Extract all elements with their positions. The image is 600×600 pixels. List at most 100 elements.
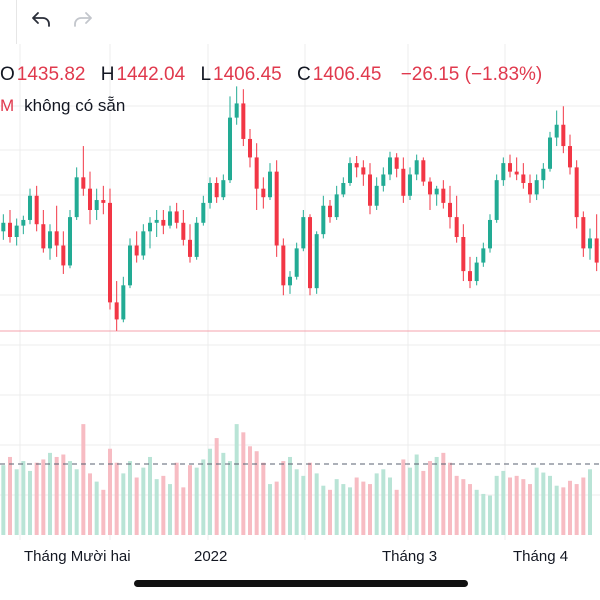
volume-bar xyxy=(381,469,386,535)
candle-body xyxy=(581,217,586,249)
volume-bar xyxy=(141,467,146,535)
candle-body xyxy=(434,188,439,195)
volume-bar xyxy=(288,456,292,535)
candle-body xyxy=(48,231,52,249)
volume-bar xyxy=(561,487,566,535)
volume-bar xyxy=(541,472,546,535)
candle-body xyxy=(1,222,6,232)
candle-body xyxy=(34,195,39,225)
candle-body xyxy=(81,177,86,189)
volume-bar xyxy=(148,456,152,535)
volume-bar xyxy=(134,477,139,535)
redo-button[interactable] xyxy=(69,6,97,34)
volume-bar xyxy=(1,465,6,535)
candle-body xyxy=(314,234,319,289)
volume-bar xyxy=(508,477,512,535)
volume-bar xyxy=(261,462,266,535)
candle-body xyxy=(414,160,419,175)
volume-bar xyxy=(554,485,559,535)
candle-body xyxy=(301,217,306,249)
x-axis-label-december: Tháng Mười hai xyxy=(24,548,131,565)
volume-bar xyxy=(394,489,399,535)
x-axis-label-2022: 2022 xyxy=(194,548,228,565)
volume-bar xyxy=(334,479,339,535)
candle-body xyxy=(41,224,46,249)
volume-bar xyxy=(454,475,459,535)
candle-body xyxy=(14,225,19,237)
candle-body xyxy=(454,217,459,237)
candle-body xyxy=(361,167,366,175)
candle-body xyxy=(268,171,272,198)
candlestick-chart[interactable] xyxy=(0,44,600,554)
candle-body xyxy=(508,163,512,172)
candle-body xyxy=(54,231,59,246)
undo-button[interactable] xyxy=(27,6,55,34)
candle-body xyxy=(334,194,339,218)
volume-bar xyxy=(588,469,592,535)
volume-bar xyxy=(408,467,412,535)
candle-body xyxy=(241,103,246,139)
volume-bar xyxy=(308,462,312,535)
candle-body xyxy=(281,245,286,286)
candle-body xyxy=(481,248,486,263)
volume-bar xyxy=(568,480,572,535)
candle-body xyxy=(494,180,499,220)
candle-body xyxy=(428,181,432,195)
candle-body xyxy=(541,168,546,181)
volume-bar xyxy=(488,495,492,535)
candle-body xyxy=(194,222,199,257)
candle-body xyxy=(108,202,112,303)
candle-body xyxy=(488,219,492,249)
open-label: O xyxy=(0,64,15,85)
candle-body xyxy=(461,237,466,272)
x-axis-label-april: Tháng 4 xyxy=(513,548,569,565)
candle-body xyxy=(348,163,352,183)
volume-bar xyxy=(328,489,332,535)
candle-body xyxy=(21,219,26,226)
candle-body xyxy=(588,238,592,249)
candle-body xyxy=(134,245,139,256)
volume-bar xyxy=(254,451,259,535)
period-letter: M xyxy=(0,96,15,115)
volume-bar xyxy=(194,467,199,535)
volume-bar xyxy=(214,438,219,535)
volume-bar xyxy=(74,469,79,535)
candle-body xyxy=(321,205,326,235)
volume-bar xyxy=(201,459,206,535)
candle-body xyxy=(28,195,32,220)
volume-bar xyxy=(68,461,72,535)
volume-bar xyxy=(61,454,66,535)
volume-bar xyxy=(114,462,119,535)
volume-bar xyxy=(354,477,359,535)
volume-bar xyxy=(228,461,232,535)
candle-body xyxy=(148,222,152,232)
candle-body xyxy=(221,180,226,198)
home-indicator[interactable] xyxy=(134,580,468,587)
candle-body xyxy=(94,200,99,210)
volume-bar xyxy=(388,477,392,535)
candle-body xyxy=(354,163,359,168)
volume-bar xyxy=(181,487,186,535)
volume-bar xyxy=(474,489,479,535)
candle-body xyxy=(214,183,219,198)
candle-body xyxy=(388,157,392,175)
candle-body xyxy=(561,124,566,147)
volume-bar xyxy=(581,477,586,535)
candle-body xyxy=(88,188,92,210)
volume-bar xyxy=(294,469,299,535)
candle-body xyxy=(554,124,559,138)
volume-bar xyxy=(414,454,419,535)
candle-body xyxy=(61,245,66,266)
candle-body xyxy=(188,239,192,257)
candle-body xyxy=(174,211,179,223)
volume-bar xyxy=(441,452,446,535)
candle-body xyxy=(121,285,126,320)
volume-bar xyxy=(341,484,346,535)
candle-body xyxy=(181,222,186,240)
volume-bar xyxy=(48,452,52,535)
candle-body xyxy=(248,138,252,158)
volume-bar xyxy=(534,467,539,535)
candle-body xyxy=(208,183,212,203)
candle-body xyxy=(328,205,332,218)
